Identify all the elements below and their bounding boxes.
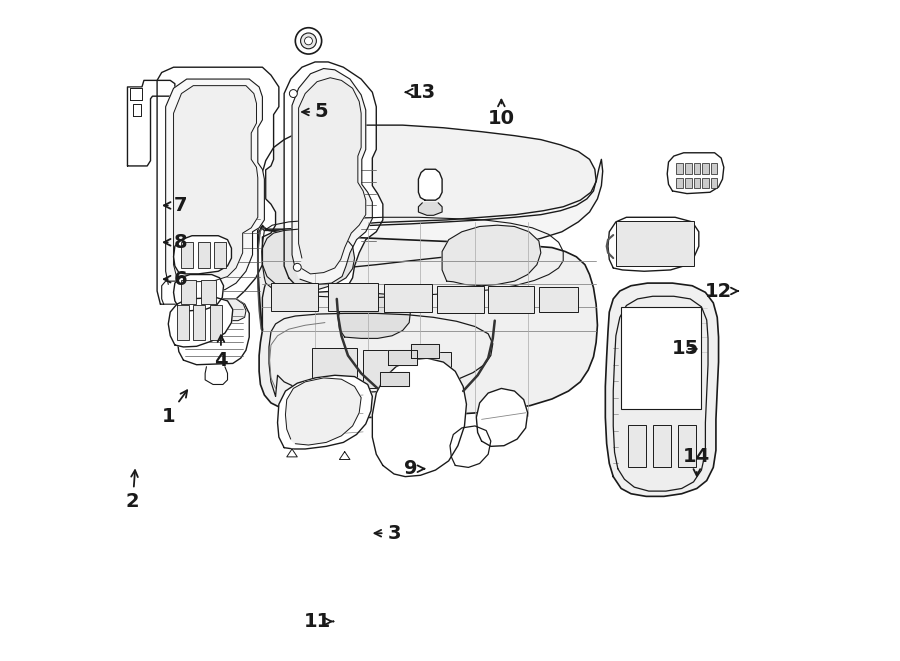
Bar (182, 242, 194, 268)
Bar (182, 280, 196, 304)
Polygon shape (174, 86, 257, 282)
Text: 9: 9 (404, 459, 424, 478)
Polygon shape (299, 78, 365, 274)
Polygon shape (256, 125, 596, 231)
Polygon shape (162, 281, 180, 304)
Bar (678, 424, 697, 467)
Text: 15: 15 (672, 340, 699, 358)
Polygon shape (257, 159, 603, 330)
Text: 7: 7 (164, 196, 187, 215)
Circle shape (304, 37, 312, 45)
Text: 14: 14 (683, 447, 710, 476)
Bar (621, 307, 701, 409)
Polygon shape (185, 299, 246, 321)
Bar (711, 178, 717, 188)
Text: 1: 1 (161, 390, 187, 426)
Polygon shape (410, 344, 439, 358)
Bar (694, 178, 700, 188)
Polygon shape (380, 372, 409, 387)
Bar (384, 284, 432, 312)
Polygon shape (176, 299, 249, 365)
Bar (176, 305, 189, 340)
Bar (311, 348, 356, 385)
Bar (677, 163, 683, 174)
Text: 10: 10 (488, 100, 515, 128)
Polygon shape (174, 236, 231, 274)
Bar (214, 242, 226, 268)
Bar (194, 305, 205, 340)
Polygon shape (338, 293, 410, 338)
Bar (694, 163, 700, 174)
Polygon shape (158, 67, 279, 304)
Bar (363, 350, 406, 389)
Polygon shape (269, 313, 493, 397)
Polygon shape (418, 169, 442, 200)
Text: 8: 8 (164, 233, 187, 252)
Bar (202, 280, 216, 304)
Polygon shape (128, 81, 175, 166)
Polygon shape (297, 292, 310, 307)
Polygon shape (292, 69, 373, 284)
Text: 6: 6 (164, 270, 187, 289)
Bar (328, 283, 378, 311)
Polygon shape (132, 104, 140, 116)
Circle shape (290, 90, 297, 97)
Polygon shape (608, 217, 698, 271)
Polygon shape (373, 358, 466, 477)
Text: 2: 2 (126, 470, 140, 511)
Polygon shape (450, 426, 491, 467)
Text: 13: 13 (406, 83, 436, 102)
Polygon shape (168, 297, 233, 347)
Text: 11: 11 (303, 612, 333, 631)
Bar (652, 424, 671, 467)
Polygon shape (166, 79, 265, 291)
Polygon shape (205, 367, 228, 385)
Polygon shape (388, 350, 417, 365)
Bar (685, 163, 691, 174)
Bar (677, 178, 683, 188)
Polygon shape (418, 203, 442, 215)
Polygon shape (285, 378, 361, 445)
Polygon shape (263, 229, 355, 292)
Polygon shape (606, 283, 718, 496)
Polygon shape (257, 225, 598, 417)
Polygon shape (442, 225, 541, 286)
Polygon shape (284, 62, 382, 292)
Bar (271, 283, 319, 311)
Polygon shape (667, 153, 724, 194)
Circle shape (301, 33, 317, 49)
Bar (616, 221, 694, 266)
Bar (702, 178, 708, 188)
Polygon shape (174, 274, 223, 311)
Polygon shape (613, 296, 708, 491)
Text: 3: 3 (374, 524, 400, 543)
Bar (685, 178, 691, 188)
Circle shape (295, 28, 321, 54)
Bar (210, 305, 221, 340)
Polygon shape (476, 389, 527, 446)
Circle shape (293, 263, 302, 271)
Bar (436, 286, 484, 313)
Bar (702, 163, 708, 174)
Polygon shape (345, 292, 358, 307)
Bar (539, 287, 579, 312)
Text: 5: 5 (302, 102, 328, 122)
Bar (198, 242, 210, 268)
Text: 4: 4 (214, 335, 228, 369)
Bar (711, 163, 717, 174)
Polygon shape (130, 89, 142, 100)
Polygon shape (277, 375, 373, 449)
Text: 12: 12 (705, 282, 738, 301)
Polygon shape (287, 449, 297, 457)
Polygon shape (339, 451, 350, 459)
Bar (488, 286, 535, 313)
Bar (627, 424, 646, 467)
Bar (410, 352, 451, 391)
